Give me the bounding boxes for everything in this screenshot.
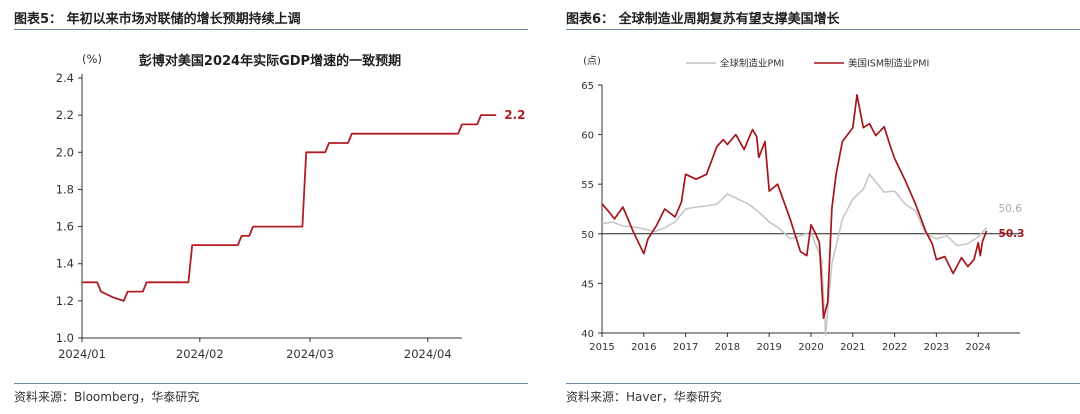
chart-title: 彭博对美国2024年实际GDP增速的一致预期 (139, 53, 401, 69)
source-note: 资料来源：Haver，华泰研究 (566, 390, 722, 404)
x-tick-label: 2024/04 (404, 347, 452, 361)
legend-us: 美国ISM制造业PMI (848, 58, 929, 70)
y-tick-label: 40 (581, 329, 594, 340)
source-divider (566, 383, 1080, 384)
y-tick-label: 2.2 (56, 108, 74, 122)
x-tick-label: 2024 (965, 342, 990, 353)
x-tick-label: 2017 (673, 342, 698, 353)
figure-right: 图表6： 全球制造业周期复苏有望支撑美国增长 (点) 全球制造业PMI 美国IS… (552, 0, 1080, 414)
pmi-chart: (点) 全球制造业PMI 美国ISM制造业PMI 40 45 50 55 60 65 201… (581, 55, 1025, 353)
source-divider (14, 383, 528, 384)
x-tick-label: 2022 (882, 342, 907, 353)
x-tick-label: 2015 (589, 342, 614, 353)
title-divider (14, 29, 528, 30)
series-line-us-ism-pmi (601, 94, 988, 319)
y-tick-label: 50 (581, 230, 594, 241)
x-tick-label: 2020 (798, 342, 823, 353)
x-tick-label: 2023 (924, 342, 949, 353)
series-line-global-pmi (601, 173, 988, 336)
figure-left: 图表5： 年初以来市场对联储的增长预期持续上调 彭博对美国2024年实际GDP增… (0, 0, 528, 414)
y-tick-label: 65 (581, 81, 594, 92)
end-value-label: 2.2 (504, 108, 525, 122)
x-tick-label: 2024/02 (176, 347, 224, 361)
x-tick-label: 2016 (631, 342, 656, 353)
gdp-forecast-chart: 彭博对美国2024年实际GDP增速的一致预期 (%) 1.0 1.2 1.4 1.6 1… (56, 52, 526, 361)
y-unit-label: (%) (82, 52, 102, 66)
figure-title: 图表5： 年初以来市场对联储的增长预期持续上调 (14, 12, 301, 27)
legend-global: 全球制造业PMI (720, 58, 784, 70)
y-tick-label: 45 (581, 279, 594, 290)
x-tick-label: 2024/01 (58, 347, 106, 361)
title-divider (566, 29, 1080, 30)
y-tick-label: 2.0 (56, 145, 74, 159)
y-tick-label: 1.4 (56, 257, 74, 271)
y-tick-label: 2.4 (56, 71, 74, 85)
x-tick-label: 2024/03 (286, 347, 334, 361)
source-note: 资料来源：Bloomberg，华泰研究 (14, 390, 200, 404)
x-tick-label: 2019 (756, 342, 781, 353)
series-line-gdp-forecast (82, 114, 497, 302)
y-tick-label: 1.8 (56, 182, 74, 196)
y-tick-label: 1.2 (56, 294, 74, 308)
y-tick-label: 55 (581, 180, 594, 191)
y-unit-label: (点) (583, 55, 601, 67)
end-value-label: 50.3 (999, 228, 1025, 240)
figure-title: 图表6： 全球制造业周期复苏有望支撑美国增长 (566, 12, 840, 27)
y-tick-label: 1.0 (56, 331, 74, 345)
x-tick-label: 2021 (840, 342, 865, 353)
y-tick-label: 60 (581, 131, 594, 142)
y-tick-label: 1.6 (56, 220, 74, 234)
x-tick-label: 2018 (715, 342, 740, 353)
end-value-label: 50.6 (999, 203, 1023, 215)
